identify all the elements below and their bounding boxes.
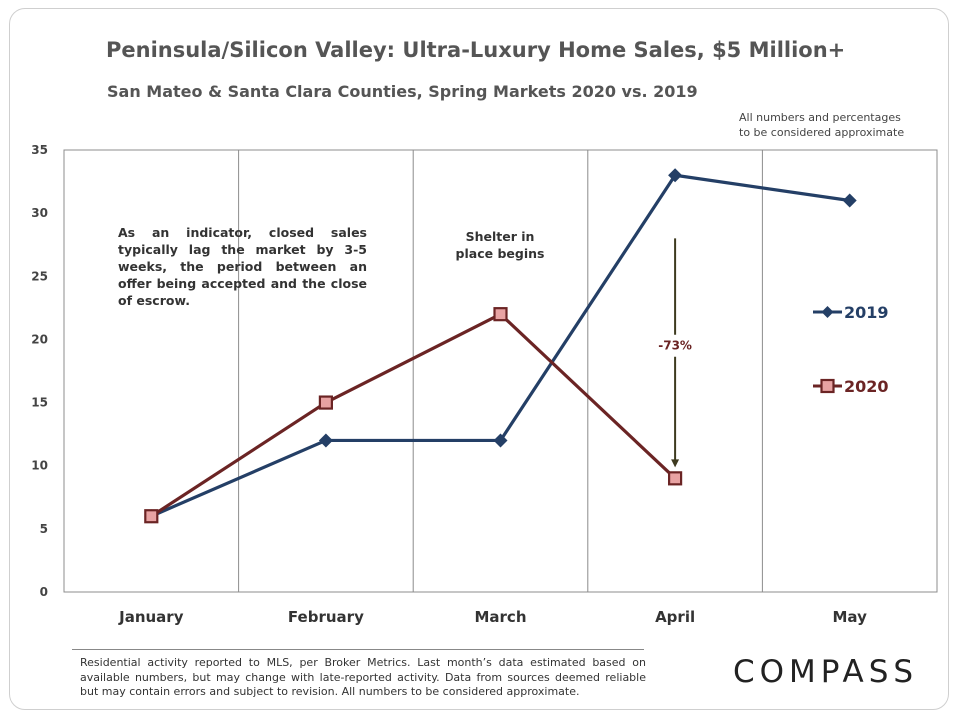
chart-subtitle: San Mateo & Santa Clara Counties, Spring… [107,82,698,101]
footnote: Residential activity reported to MLS, pe… [80,656,646,698]
data-point-2020 [318,395,333,410]
data-point-2020 [667,471,683,486]
x-tick-labels: January February March April May [118,608,867,626]
change-label-background [651,334,700,357]
x-tick-label: February [288,608,364,626]
series-line-2020 [150,312,677,518]
shelter-note: Shelter in place begins [440,228,560,262]
change-arrow-layer: -73% [651,238,700,468]
footnote-divider [72,649,644,650]
legend-marker-2019 [821,306,834,318]
chart-title: Peninsula/Silicon Valley: Ultra-Luxury H… [106,38,846,62]
legend-label-2020: 2020 [844,377,889,396]
data-point-2019 [493,433,508,448]
plot-area-border [63,149,938,593]
y-tick-label: 15 [31,396,48,410]
data-point-2020 [493,307,508,322]
y-tick-label: 0 [40,585,48,599]
legend-marker-2020 [820,378,835,394]
y-tick-label: 10 [31,459,48,473]
x-tick-label: January [118,608,184,626]
change-arrow-head [671,459,680,468]
x-tick-label: May [833,608,868,626]
slide-frame [9,8,949,710]
legend-label-2019: 2019 [844,303,889,322]
y-tick-label: 20 [31,332,48,346]
indicator-note: As an indicator, closed sales typically … [118,225,367,308]
y-tick-label: 25 [31,269,48,283]
legend: 2019 2020 [805,297,893,401]
shelter-note-line: Shelter in [465,229,535,244]
data-point-2019 [318,433,333,448]
disclaimer-line: All numbers and percentages [739,111,901,124]
y-tick-label: 30 [31,206,48,220]
y-tick-label: 5 [40,522,48,536]
change-label: -73% [658,339,692,353]
compass-logo: COMPASS [733,654,919,690]
y-tick-labels: 0 5 10 15 20 25 30 35 [31,143,48,599]
disclaimer: All numbers and percentages to be consid… [739,110,904,140]
x-tick-label: March [474,608,526,626]
data-point-2019 [842,193,857,208]
disclaimer-line: to be considered approximate [739,126,905,139]
grid-layer [63,149,938,593]
data-point-2020 [144,509,159,524]
shelter-note-line: place begins [455,246,545,261]
series-layer [144,168,857,524]
data-point-2019 [668,168,683,183]
y-tick-label: 35 [31,143,48,157]
x-tick-label: April [655,608,695,626]
